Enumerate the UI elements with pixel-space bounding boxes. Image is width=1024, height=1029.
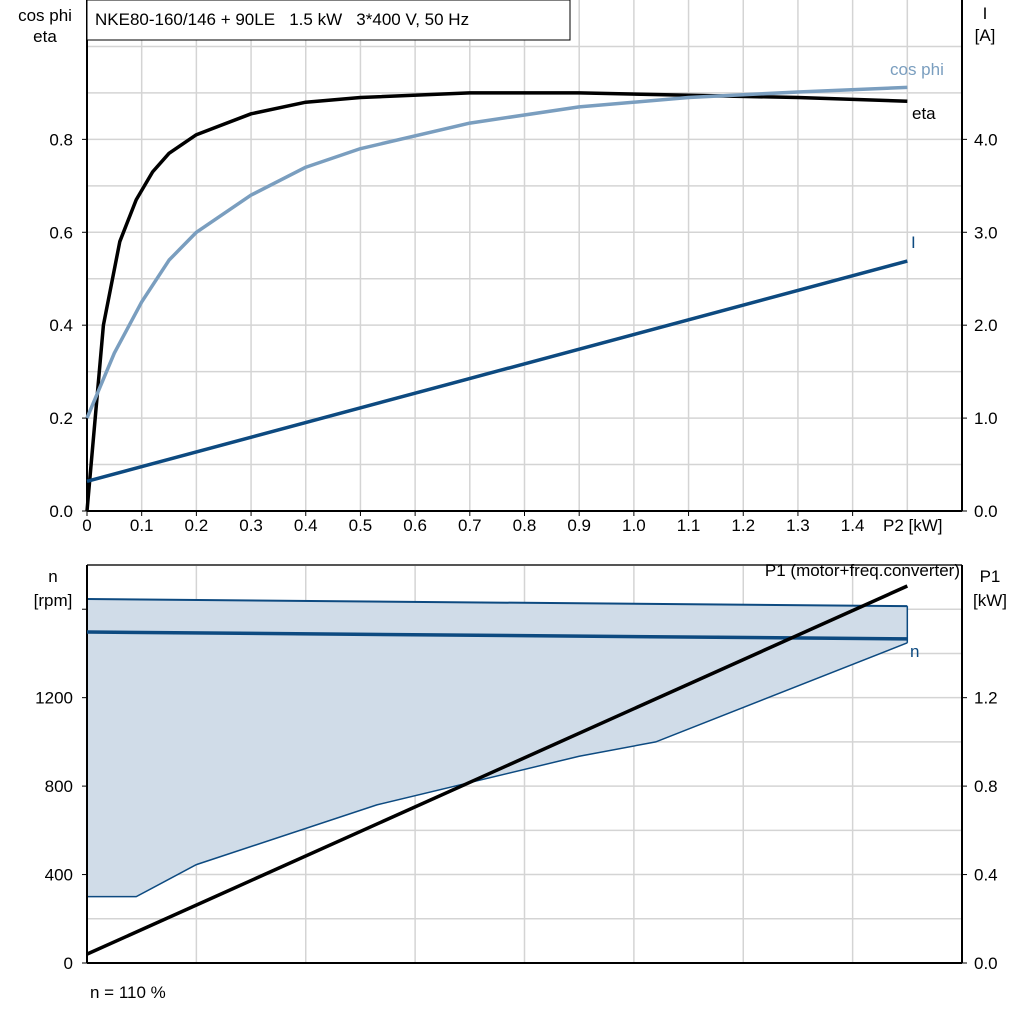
y2-tick-label: 3.0	[974, 223, 998, 242]
xlabel: P2 [kW]	[883, 516, 943, 535]
chart-title: NKE80-160/146 + 90LE 1.5 kW 3*400 V, 50 …	[95, 10, 469, 29]
y2-tick-label: 0.4	[974, 866, 998, 885]
y-tick-label: 0.4	[49, 316, 73, 335]
x-tick-label: 0	[82, 516, 91, 535]
series-eta	[85, 91, 908, 512]
y-tick-label: 0.2	[49, 409, 73, 428]
band-lower-edge	[87, 642, 908, 898]
band-upper-edge	[86, 598, 908, 608]
x-tick-label: 1.2	[731, 516, 755, 535]
top-chart: 0 0.1 0.2 0.3 0.4 0.5 0.6 0.7 0.8 0.9 1.0 1.1 1.2 1.3…	[49, 0, 998, 535]
label-cosphi: cos phi	[890, 60, 944, 79]
y2-tick-label: 2.0	[974, 316, 998, 335]
ylabel-cosphi: cos phi	[18, 6, 72, 25]
x-tick-label: 0.3	[239, 516, 263, 535]
y2-tick-label: 1.2	[974, 689, 998, 708]
x-tick-label: 0.2	[185, 516, 209, 535]
ylabel-n: n	[48, 567, 57, 586]
x-tick-label: 0.5	[349, 516, 373, 535]
y-tick-label: 0	[64, 954, 73, 973]
y2-tick-label: 4.0	[974, 130, 998, 149]
y2label-i: I	[983, 4, 988, 23]
x-tick-label: 0.6	[403, 516, 427, 535]
x-tick-label: 0.7	[458, 516, 482, 535]
y2-tick-label: 0.8	[974, 777, 998, 796]
x-tick-label: 0.9	[567, 516, 591, 535]
series-cos-phi	[85, 85, 908, 419]
x-tick-label: 0.1	[130, 516, 154, 535]
x-tick-label: 1.1	[677, 516, 701, 535]
label-p1: P1 (motor+freq.converter)	[765, 561, 960, 580]
y-tick-label: 800	[45, 777, 73, 796]
y2label-kw: [kW]	[973, 591, 1007, 610]
y2label-unit: [A]	[975, 26, 996, 45]
x-tick-label: 0.8	[513, 516, 537, 535]
ylabel-rpm: [rpm]	[34, 591, 73, 610]
y2-tick-label: 0.0	[974, 954, 998, 973]
x-tick-label: 1.4	[841, 516, 865, 535]
series-n	[86, 630, 908, 641]
series-i	[86, 259, 908, 483]
label-i: I	[911, 233, 916, 252]
ylabel-eta: eta	[33, 27, 57, 46]
label-eta: eta	[912, 104, 936, 123]
y2-tick-label: 1.0	[974, 409, 998, 428]
x-tick-label: 1.0	[622, 516, 646, 535]
series-p1	[86, 584, 909, 956]
y-tick-label: 1200	[35, 689, 73, 708]
y-tick-label: 400	[45, 866, 73, 885]
x-tick-label: 1.3	[786, 516, 810, 535]
operating-range-band	[87, 599, 908, 897]
bottom-chart: 0 400 800 1200 0.0 0.4 0.8 1.2	[35, 564, 998, 973]
y-tick-label: 0.8	[49, 130, 73, 149]
y-tick-label: 0.6	[49, 223, 73, 242]
title-box	[86, 0, 571, 41]
y2-tick-label: 0.0	[974, 502, 998, 521]
label-n: n	[910, 642, 919, 661]
y-tick-label: 0.0	[49, 502, 73, 521]
x-tick-label: 0.4	[294, 516, 318, 535]
y2label-p1: P1	[980, 567, 1001, 586]
footnote: n = 110 %	[90, 983, 166, 1002]
